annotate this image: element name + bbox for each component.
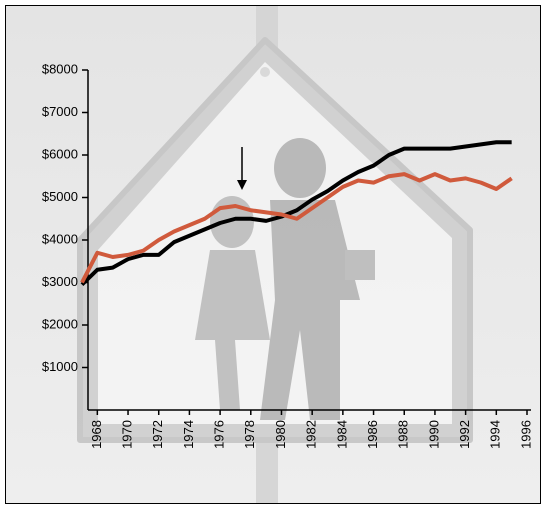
x-tick-label: 1968 [89,420,104,449]
y-tick-label: $8000 [42,61,78,76]
y-tick-label: $2000 [42,316,78,331]
annotation-arrowhead [237,180,247,190]
x-tick-label: 1972 [150,420,165,449]
x-tick-label: 1978 [242,420,257,449]
y-tick-label: $5000 [42,189,78,204]
x-tick-label: 1992 [457,420,472,449]
y-tick-label: $4000 [42,231,78,246]
y-tick-label: $6000 [42,146,78,161]
x-tick-label: 1990 [426,420,441,449]
x-tick-label: 1980 [273,420,288,449]
x-tick-label: 1982 [304,420,319,449]
y-tick-label: $1000 [42,359,78,374]
y-tick-label: $3000 [42,274,78,289]
x-tick-label: 1970 [119,420,134,449]
x-tick-label: 1996 [518,420,533,449]
x-tick-label: 1988 [396,420,411,449]
x-tick-label: 1984 [334,420,349,449]
x-tick-label: 1974 [181,420,196,449]
line-series [80,172,513,284]
x-tick-label: 1994 [488,420,503,449]
x-tick-label: 1986 [365,420,380,449]
line-series [80,140,512,287]
x-tick-label: 1976 [212,420,227,449]
y-tick-label: $7000 [42,104,78,119]
